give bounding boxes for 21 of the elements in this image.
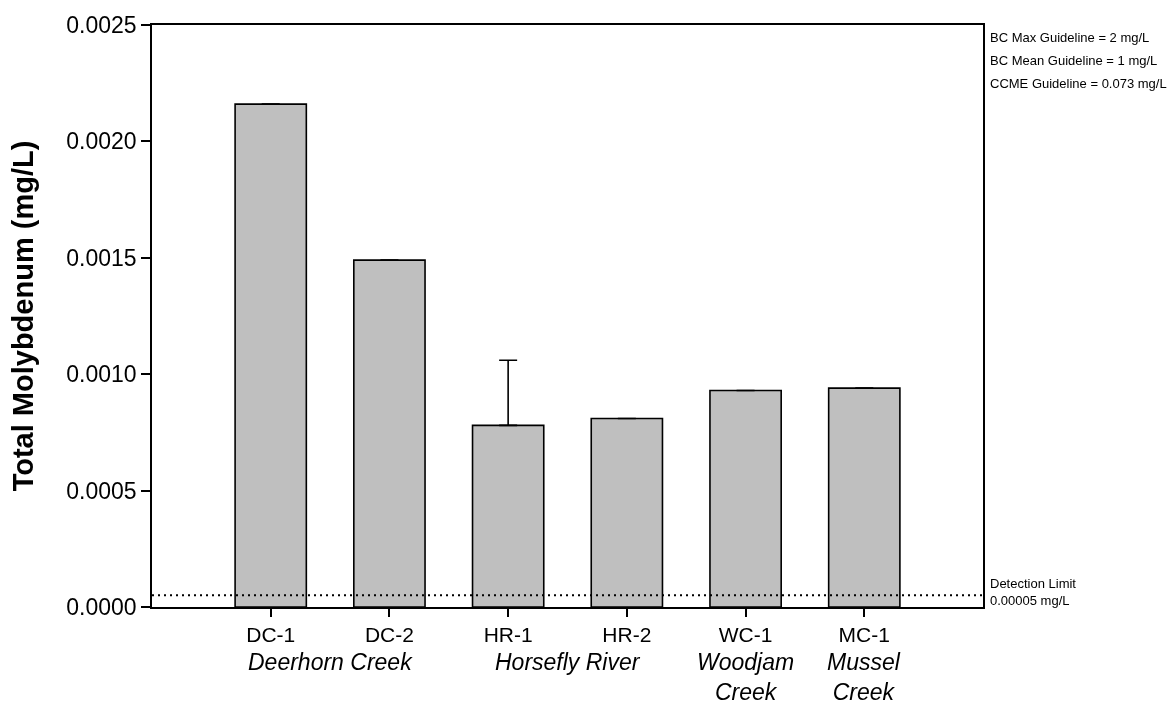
text: CCME Guideline = 0.073 mg/L	[990, 76, 1167, 91]
text: Horsefly River	[495, 649, 641, 675]
text: Deerhorn Creek	[248, 649, 414, 675]
y-tick-label: 0.0000	[66, 594, 137, 621]
x-tick-label: HR-2	[602, 623, 652, 646]
x-tick-label: WC-1	[718, 623, 773, 646]
x-tick-label: HR-1	[483, 623, 533, 646]
y-axis-title: Total Molybdenum (mg/L)	[7, 140, 40, 492]
y-tick-label: 0.0020	[66, 128, 137, 155]
y-tick-label: 0.0015	[66, 244, 137, 271]
y-tick-label: 0.0005	[66, 477, 137, 504]
text: BC Mean Guideline = 1 mg/L	[990, 53, 1158, 68]
text: Woodjam Creek	[697, 649, 795, 705]
x-tick-label: DC-2	[364, 623, 414, 646]
y-tick-label: 0.0010	[66, 361, 137, 388]
text: BC Max Guideline = 2 mg/L	[990, 30, 1150, 45]
ref-line-label: Detection Limit 0.00005 mg/L	[990, 576, 1077, 608]
x-tick-label: MC-1	[838, 623, 890, 646]
text: Mussel Creek	[827, 649, 901, 705]
y-tick-label: 0.0025	[66, 12, 137, 39]
x-tick-label: DC-1	[246, 623, 296, 646]
